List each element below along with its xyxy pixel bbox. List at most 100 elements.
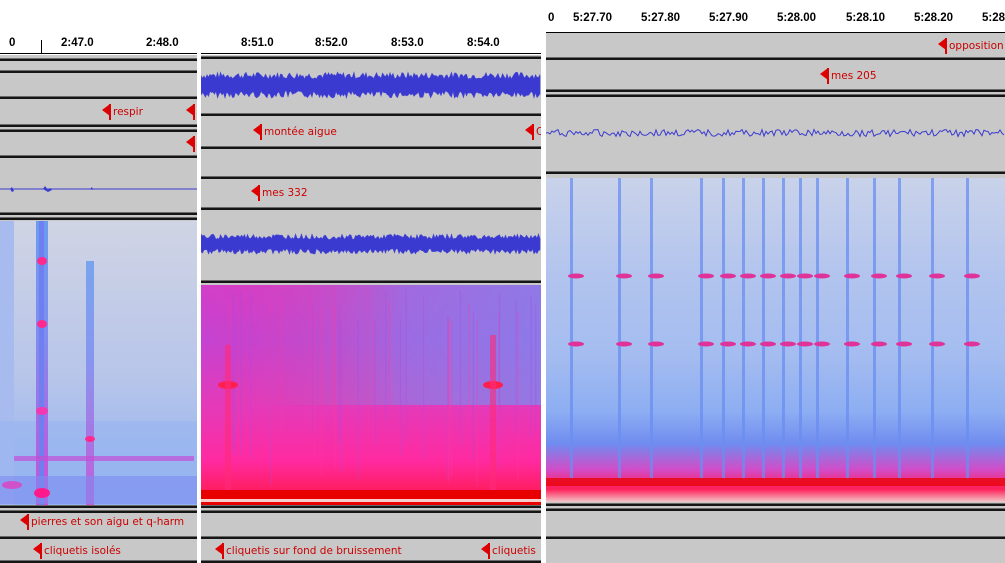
spectrogram-streak [333,286,335,432]
spectrogram-peak [814,341,830,347]
spectrogram-streak [476,320,478,488]
track-panel-2: 8:51.0 8:52.0 8:53.0 8:54.0 montée aigue… [201,0,541,563]
time-ruler[interactable]: 8:51.0 8:52.0 8:53.0 8:54.0 [201,37,541,54]
spectrogram-streak [233,324,235,456]
spectrogram-peak [780,341,796,347]
marker-label: mes 332 [262,187,308,199]
spectrogram-streak [367,286,369,446]
spectrogram-peak [740,273,756,279]
audio-waveform[interactable] [201,60,541,110]
spectrogram[interactable] [0,221,197,507]
spectrogram-transient [782,178,785,478]
spectrogram-transient [846,178,849,478]
spectrogram-streak [530,295,532,437]
marker-label: C [536,126,541,138]
spectrogram-transient [722,178,725,478]
marker-label: opposition [949,40,1004,52]
track-panel-3: 0 5:27.70 5:27.80 5:27.90 5:28.00 5:28.1… [546,0,1005,563]
flag-icon [186,104,194,116]
spectrogram-streak [374,319,376,446]
marker-label: cliquetis sur fond de bruissement [226,545,402,557]
ruler-label: 8:53.0 [391,37,424,49]
spectrogram-streak [447,316,449,481]
spectrogram-streak [472,311,474,462]
spectrogram-peak [720,341,736,347]
spectrogram[interactable] [201,285,541,505]
spectrogram-streak [517,312,519,481]
ruler-label: 5:28.00 [777,12,817,24]
spectrogram-streak [447,317,449,461]
spectrogram-streak [468,302,470,436]
playhead-icon[interactable] [41,40,48,54]
spectrogram-streak [388,300,390,422]
spectrogram-streak [535,302,537,430]
spectrogram-streak [357,320,359,479]
spectrogram-streak [338,306,340,444]
flag-icon [820,68,828,80]
spectrogram-peak [760,341,776,347]
spectrogram-peak [896,341,912,347]
spectrogram-peak [844,273,860,279]
ruler-label: 5:28 [982,12,1005,24]
marker-label: cliquetis [492,545,536,557]
audio-waveform[interactable] [0,160,197,210]
spectrogram-streak [312,306,314,433]
spectrogram-transient [799,178,802,478]
spectrogram-streak [270,312,273,486]
ruler-label: 8:54.0 [467,37,500,49]
spectrogram-transient [618,178,621,478]
spectrogram-streak [250,290,252,460]
flag-icon [938,38,946,50]
spectrogram-peak [964,273,980,279]
spectrogram-peak [797,273,813,279]
spectrogram-streak [399,319,402,456]
spectrogram-peak [648,341,664,347]
spectrogram[interactable] [546,178,1005,502]
flag-icon [102,104,110,116]
spectrogram-transient [700,178,703,478]
flag-icon [481,543,489,555]
spectrogram-transient [742,178,745,478]
ruler-label: 0 [548,12,555,24]
ruler-label: 5:28.20 [914,12,954,24]
audio-waveform[interactable] [201,224,541,264]
spectrogram-peak [896,273,912,279]
spectrogram-peak [929,273,945,279]
spectrogram-peak [568,273,584,279]
spectrogram-peak [871,273,887,279]
ruler-label: 8:52.0 [315,37,348,49]
ruler-label: 5:27.90 [709,12,749,24]
marker-label: pierres et son aigu et q-harm [31,516,185,528]
spectrogram-peak [760,273,776,279]
time-ruler[interactable]: 0 2:47.0 2:48.0 [0,37,197,54]
spectrogram-transient [873,178,876,478]
audio-waveform[interactable] [546,118,1005,148]
track-panel-1: 0 2:47.0 2:48.0 respir [0,0,197,563]
spectrogram-streak [451,320,453,477]
spectrogram-streak [459,290,461,446]
spectrogram-streak [280,299,282,436]
spectrogram-transient [570,178,573,478]
spectrogram-streak [321,308,323,478]
spectrogram-streak [232,290,234,452]
spectrogram-streak [385,291,387,422]
marker-label: montée aigue [264,126,337,138]
flag-icon [215,543,223,555]
spectrogram-transient [898,178,901,478]
time-ruler[interactable]: 0 5:27.70 5:27.80 5:27.90 5:28.00 5:28.1… [546,11,1005,33]
spectrogram-peak [797,341,813,347]
spectrogram-peak [780,273,796,279]
spectrogram-streak [423,295,425,460]
flag-icon [251,185,259,197]
marker-label: cliquetis isolés [44,545,121,557]
spectrogram-transient [762,178,765,478]
spectrogram-transient [966,178,969,478]
flag-icon [20,514,28,526]
ruler-label: 2:47.0 [61,37,94,49]
ruler-label: 8:51.0 [241,37,274,49]
spectrogram-transient [816,178,819,478]
marker-label: mes 205 [831,70,877,82]
spectrogram-streak [498,292,501,469]
spectrogram-peak [844,341,860,347]
spectrogram-peak [964,341,980,347]
